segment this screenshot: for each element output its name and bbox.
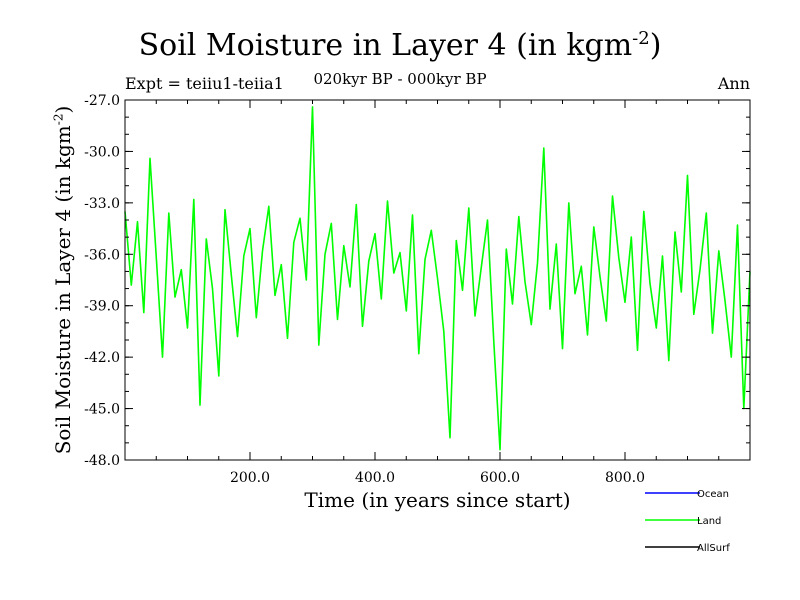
x-tick-label: 200.0: [230, 470, 270, 486]
legend-label-ocean: Ocean: [697, 489, 729, 500]
x-axis-label: Time (in years since start): [304, 488, 571, 512]
y-tick-label: -27.0: [84, 93, 120, 109]
chart-title: Soil Moisture in Layer 4 (in kgm-2): [138, 28, 662, 63]
y-tick-label: -33.0: [84, 196, 120, 212]
y-tick-label: -48.0: [84, 453, 120, 469]
chart-subtitle: 020kyr BP - 000kyr BP: [313, 70, 487, 88]
series-line-land: [124, 106, 751, 451]
y-tick-label: -30.0: [84, 144, 120, 160]
x-tick-label: 600.0: [480, 470, 520, 486]
y-tick-label: -45.0: [84, 402, 120, 418]
x-tick-label: 400.0: [355, 470, 395, 486]
y-tick-label: -42.0: [84, 350, 120, 366]
legend-label-allsurf: AllSurf: [697, 543, 730, 554]
y-axis-label: Soil Moisture in Layer 4 (in kgm-2): [51, 105, 75, 455]
legend: Ocean Land AllSurf: [645, 489, 730, 554]
y-tick-label: -36.0: [84, 247, 120, 263]
season-label: Ann: [717, 74, 750, 93]
legend-label-land: Land: [697, 516, 721, 527]
experiment-label: Expt = teiiu1-teiia1: [125, 74, 284, 93]
x-tick-label: 800.0: [605, 470, 645, 486]
axes-layer: -27.0 -30.0 -33.0 -36.0 -39.0 -42.0 -45.0 -48.0…: [84, 93, 751, 486]
y-tick-label: -39.0: [84, 299, 120, 315]
series-layer: [124, 106, 751, 451]
